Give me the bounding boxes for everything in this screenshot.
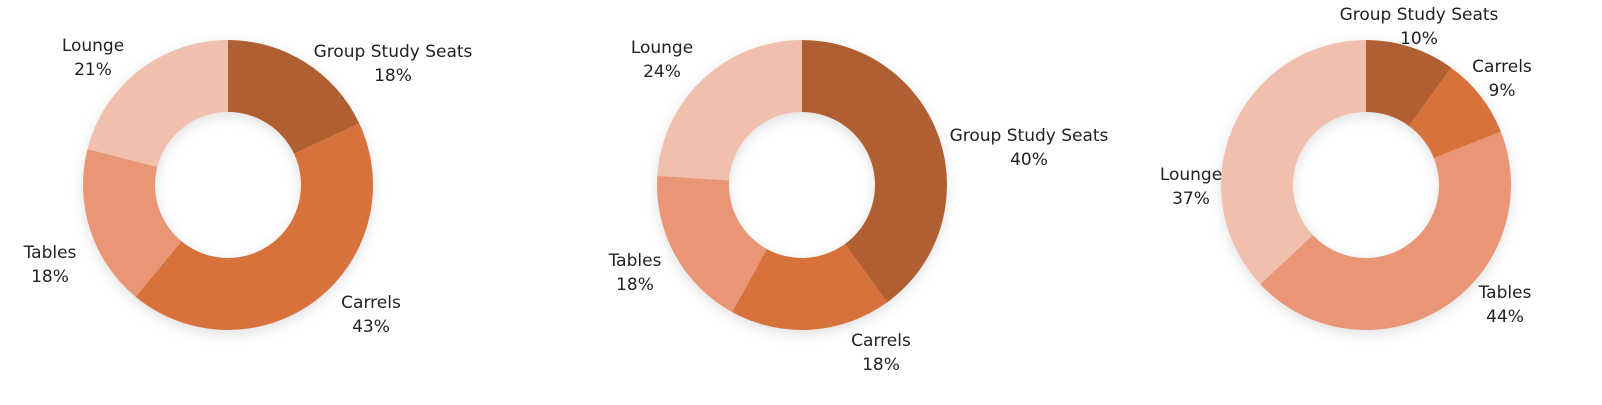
value-label: 21% <box>74 60 112 80</box>
donut-chart-1 <box>83 40 373 330</box>
value-label: 9% <box>1489 81 1516 101</box>
label-tables: Tables 18% <box>23 243 77 287</box>
category-label: Tables <box>1478 283 1532 303</box>
value-label: 44% <box>1486 307 1524 327</box>
slice-lounge <box>1221 39 1366 285</box>
slice-lounge <box>87 40 228 167</box>
value-label: 18% <box>31 267 69 287</box>
label-carrels: Carrels 18% <box>851 331 911 375</box>
label-tables: Tables 44% <box>1478 283 1532 327</box>
category-label: Tables <box>23 243 77 263</box>
value-label: 40% <box>1010 150 1048 170</box>
label-lounge: Lounge 21% <box>62 36 124 80</box>
value-label: 18% <box>374 66 412 86</box>
label-carrels: Carrels 43% <box>341 293 401 337</box>
category-label: Tables <box>608 251 662 271</box>
category-label: Lounge <box>1160 165 1222 185</box>
label-tables: Tables 18% <box>608 251 662 295</box>
value-label: 18% <box>862 355 900 375</box>
category-label: Carrels <box>1472 57 1532 77</box>
value-label: 24% <box>643 62 681 82</box>
donut-chart-1-labels: Group Study Seats 18% Carrels 43% Tables 18% L… <box>23 36 473 337</box>
slice-group-study-seats <box>802 40 947 303</box>
label-lounge: Lounge 24% <box>631 38 693 82</box>
slice-group-study-seats <box>1366 40 1452 126</box>
value-label: 37% <box>1172 189 1210 209</box>
category-label: Carrels <box>341 293 401 313</box>
slice-tables <box>1260 131 1512 331</box>
slice-carrels <box>135 123 373 330</box>
label-lounge: Lounge 37% <box>1160 165 1222 209</box>
label-group-study-seats: Group Study Seats 10% <box>1340 5 1499 49</box>
category-label: Carrels <box>851 331 911 351</box>
donut-chart-3-labels: Group Study Seats 10% Carrels 9% Tables 44% Lo… <box>1160 5 1532 327</box>
slice-group-study-seats <box>228 40 360 154</box>
category-label: Lounge <box>631 38 693 58</box>
slice-carrels <box>732 244 888 331</box>
donut-chart-3 <box>1221 39 1512 331</box>
label-group-study-seats: Group Study Seats 18% <box>314 42 473 86</box>
slice-carrels <box>1408 67 1501 159</box>
value-label: 43% <box>352 317 390 337</box>
category-label: Lounge <box>62 36 124 56</box>
slice-lounge <box>657 40 802 181</box>
category-label: Group Study Seats <box>950 126 1109 146</box>
slice-tables <box>657 175 767 313</box>
label-group-study-seats: Group Study Seats 40% <box>950 126 1109 170</box>
category-label: Group Study Seats <box>1340 5 1499 25</box>
label-carrels: Carrels 9% <box>1472 57 1532 101</box>
value-label: 10% <box>1400 29 1438 49</box>
donut-chart-2 <box>657 40 947 331</box>
value-label: 18% <box>616 275 654 295</box>
category-label: Group Study Seats <box>314 42 473 62</box>
donut-chart-2-labels: Group Study Seats 40% Carrels 18% Tables 18% L… <box>608 38 1109 375</box>
slice-tables <box>83 148 182 297</box>
